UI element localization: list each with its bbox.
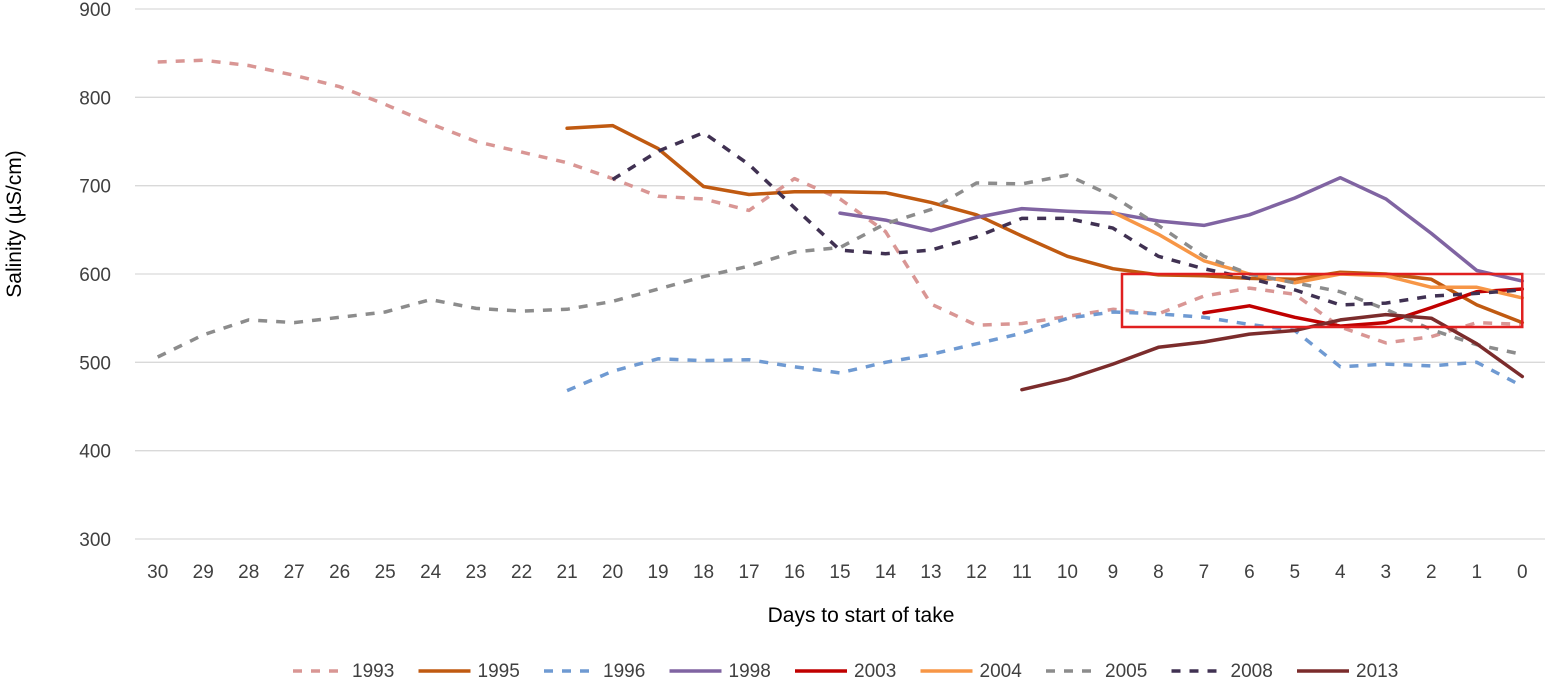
x-tick-label: 13 <box>920 562 941 583</box>
x-tick-label: 18 <box>693 562 714 583</box>
series-line-1995 <box>565 123 1525 325</box>
series-line-2004 <box>1111 210 1525 300</box>
legend-label: 1993 <box>352 661 394 682</box>
series-line-1993 <box>157 58 1523 345</box>
y-tick-label: 300 <box>79 530 111 551</box>
legend-item-1998: 1998 <box>669 661 771 682</box>
series-line-2005 <box>156 173 1523 359</box>
x-tick-label: 30 <box>147 562 168 583</box>
x-tick-label: 21 <box>557 562 578 583</box>
y-tick-label: 800 <box>79 88 111 109</box>
x-tick-label: 6 <box>1244 562 1255 583</box>
legend-label: 2003 <box>854 661 896 682</box>
x-tick-label: 8 <box>1153 562 1164 583</box>
legend-label: 2013 <box>1356 661 1398 682</box>
legend-item-2013: 2013 <box>1297 661 1398 682</box>
x-tick-label: 26 <box>329 562 350 583</box>
x-axis-ticks: 30 29 28 27 26 25 24 23 22 21 20 19 18 17 16 15 14 13 12 11… <box>147 562 1527 583</box>
series-line-2003 <box>1202 287 1525 328</box>
x-tick-label: 19 <box>647 562 668 583</box>
x-tick-label: 11 <box>1012 562 1032 583</box>
x-axis-title: Days to start of take <box>768 604 955 627</box>
x-tick-label: 7 <box>1199 562 1210 583</box>
y-tick-label: 700 <box>79 177 111 198</box>
x-tick-label: 1 <box>1471 562 1482 583</box>
x-tick-label: 2 <box>1426 562 1437 583</box>
y-axis-ticks: 300 400 500 600 700 800 900 <box>79 0 111 551</box>
x-tick-label: 27 <box>284 562 305 583</box>
x-tick-label: 25 <box>375 562 396 583</box>
series-line-2013 <box>1020 312 1525 392</box>
legend-item-1993: 1993 <box>293 661 394 682</box>
x-tick-label: 10 <box>1057 562 1078 583</box>
x-tick-label: 29 <box>193 562 214 583</box>
legend-item-1995: 1995 <box>418 661 520 682</box>
legend-label: 1996 <box>603 661 645 682</box>
x-tick-label: 4 <box>1335 562 1346 583</box>
y-tick-label: 400 <box>79 442 111 463</box>
highlight-box <box>1120 272 1524 329</box>
x-tick-label: 17 <box>738 562 759 583</box>
legend-item-2008: 2008 <box>1171 661 1273 682</box>
x-tick-label: 3 <box>1381 562 1392 583</box>
series-line-1996 <box>566 310 1524 393</box>
series-line-2008 <box>611 130 1523 307</box>
x-tick-label: 9 <box>1108 562 1119 583</box>
x-tick-label: 20 <box>602 562 623 583</box>
x-tick-label: 14 <box>875 562 897 583</box>
legend-item-2005: 2005 <box>1046 661 1147 682</box>
legend-label: 2008 <box>1231 661 1273 682</box>
highlight-rectangle <box>1120 272 1524 329</box>
y-tick-label: 900 <box>79 0 111 21</box>
x-tick-label: 12 <box>966 562 987 583</box>
legend-item-2004: 2004 <box>920 661 1023 682</box>
y-axis-title: Salinity (µS/cm) <box>3 150 26 297</box>
series-lines <box>156 58 1525 393</box>
y-tick-label: 500 <box>79 353 111 374</box>
x-tick-label: 5 <box>1290 562 1301 583</box>
x-tick-label: 24 <box>420 562 442 583</box>
x-tick-label: 22 <box>511 562 532 583</box>
legend-label: 1998 <box>729 661 771 682</box>
x-tick-label: 23 <box>466 562 487 583</box>
x-tick-label: 16 <box>784 562 805 583</box>
x-tick-label: 0 <box>1517 562 1528 583</box>
series-line-1998 <box>838 175 1525 283</box>
x-tick-label: 28 <box>238 562 259 583</box>
legend-label: 2004 <box>980 661 1023 682</box>
legend-label: 1995 <box>478 661 520 682</box>
legend-item-2003: 2003 <box>795 661 896 682</box>
x-tick-label: 15 <box>829 562 850 583</box>
y-tick-label: 600 <box>79 265 111 286</box>
legend-label: 2005 <box>1105 661 1147 682</box>
legend-item-1996: 1996 <box>544 661 645 682</box>
legend: 1993 1995 1996 1998 2003 2004 2005 2008 2013 <box>293 661 1398 682</box>
